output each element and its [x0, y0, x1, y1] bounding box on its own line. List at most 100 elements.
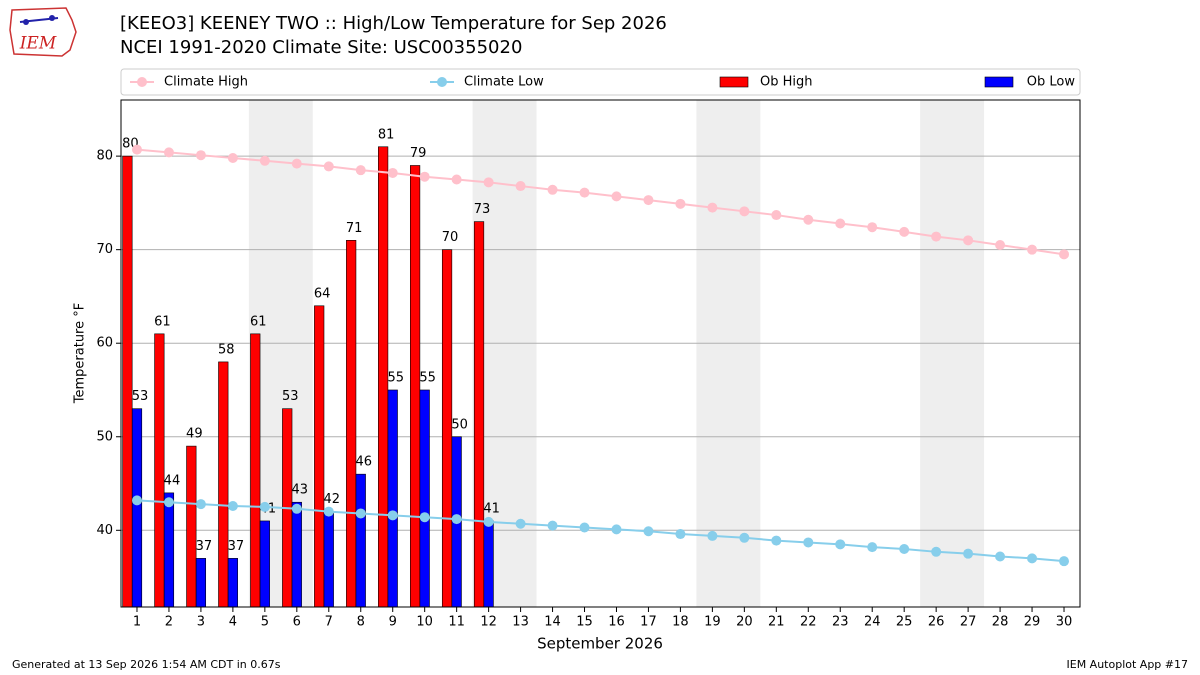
- bar-label: 55: [419, 370, 436, 385]
- point: [195, 499, 206, 510]
- bar-label: 58: [218, 342, 235, 357]
- bar-label: 44: [164, 473, 181, 488]
- bar-label: 42: [324, 492, 341, 507]
- x-tick-label: 22: [800, 615, 817, 630]
- weekend-shade: [696, 100, 761, 607]
- plot-frame: [120, 99, 1081, 608]
- footer-left: Generated at 13 Sep 2026 1:54 AM CDT in …: [12, 658, 281, 671]
- x-tick-label: 20: [736, 615, 753, 630]
- bar-label: 70: [442, 230, 459, 245]
- point: [1027, 244, 1038, 255]
- bar-label: 37: [228, 539, 245, 554]
- x-tick-label: 21: [768, 615, 785, 630]
- point: [419, 171, 430, 182]
- x-tick-label: 29: [1024, 615, 1041, 630]
- line: [136, 148, 1065, 256]
- x-tick-label: 11: [448, 615, 465, 630]
- logo-text: IEM: [19, 34, 57, 54]
- bar-label: 61: [250, 314, 267, 329]
- bar: [387, 389, 398, 608]
- bar: [323, 511, 334, 608]
- x-tick-label: 23: [832, 615, 849, 630]
- point: [611, 191, 622, 202]
- point: [195, 150, 206, 161]
- legend-label: Ob Low: [1027, 75, 1076, 90]
- y-axis-label: Temperature °F: [73, 303, 88, 404]
- point: [515, 181, 526, 192]
- point: [387, 167, 398, 178]
- point: [419, 512, 430, 523]
- point: [739, 532, 750, 543]
- bar: [259, 520, 270, 608]
- x-tick-label: 17: [640, 615, 657, 630]
- point: [131, 144, 142, 155]
- legend-swatch: [984, 76, 1014, 88]
- bar: [355, 473, 366, 608]
- point: [483, 516, 494, 527]
- x-tick-label: 5: [261, 615, 269, 630]
- point: [803, 537, 814, 548]
- bar: [409, 165, 421, 608]
- bar: [291, 501, 302, 608]
- point: [579, 187, 590, 198]
- bar: [122, 155, 133, 608]
- x-tick-label: 8: [357, 615, 365, 630]
- line: [136, 499, 1065, 563]
- point: [611, 524, 622, 535]
- bar-label: 41: [483, 501, 500, 516]
- point: [803, 214, 814, 225]
- point: [579, 522, 590, 533]
- point: [643, 195, 654, 206]
- point: [259, 155, 270, 166]
- point: [547, 184, 558, 195]
- point: [707, 202, 718, 213]
- bar-label: 71: [346, 221, 363, 236]
- logo-icon: [23, 19, 29, 25]
- y-tick-label: 80: [96, 149, 113, 164]
- bar: [346, 240, 357, 608]
- point: [131, 495, 142, 506]
- point: [707, 530, 718, 541]
- point: [867, 222, 878, 233]
- legend-box: [120, 68, 1081, 96]
- point: [771, 535, 782, 546]
- x-axis-label: September 2026: [537, 635, 663, 653]
- point: [835, 218, 846, 229]
- y-tick-label: 40: [96, 523, 113, 538]
- bar: [163, 492, 175, 608]
- point: [995, 239, 1006, 250]
- x-tick-label: 14: [544, 615, 561, 630]
- point: [227, 152, 238, 163]
- x-tick-label: 25: [896, 615, 913, 630]
- point: [227, 500, 238, 511]
- bar-label: 73: [474, 202, 491, 217]
- point: [931, 546, 942, 557]
- bar: [314, 305, 325, 608]
- point: [259, 501, 270, 512]
- bar-label: 49: [186, 427, 203, 442]
- point: [1059, 556, 1070, 567]
- x-tick-label: 27: [960, 615, 977, 630]
- point: [995, 551, 1006, 562]
- point: [675, 529, 686, 540]
- point: [451, 174, 462, 185]
- point: [355, 508, 366, 519]
- x-tick-label: 30: [1056, 615, 1073, 630]
- point: [675, 198, 686, 209]
- logo-outline: [9, 7, 77, 57]
- y-tick-label: 50: [96, 429, 113, 444]
- x-tick-label: 24: [864, 615, 881, 630]
- bar: [483, 520, 494, 608]
- point: [355, 165, 366, 176]
- x-tick-label: 13: [512, 615, 529, 630]
- bar-label: 37: [196, 539, 213, 554]
- point: [899, 226, 910, 237]
- bar-label: 53: [132, 389, 149, 404]
- x-tick-label: 3: [197, 615, 205, 630]
- point: [323, 161, 334, 172]
- point: [291, 158, 302, 169]
- x-tick-label: 7: [325, 615, 333, 630]
- bar: [218, 361, 229, 608]
